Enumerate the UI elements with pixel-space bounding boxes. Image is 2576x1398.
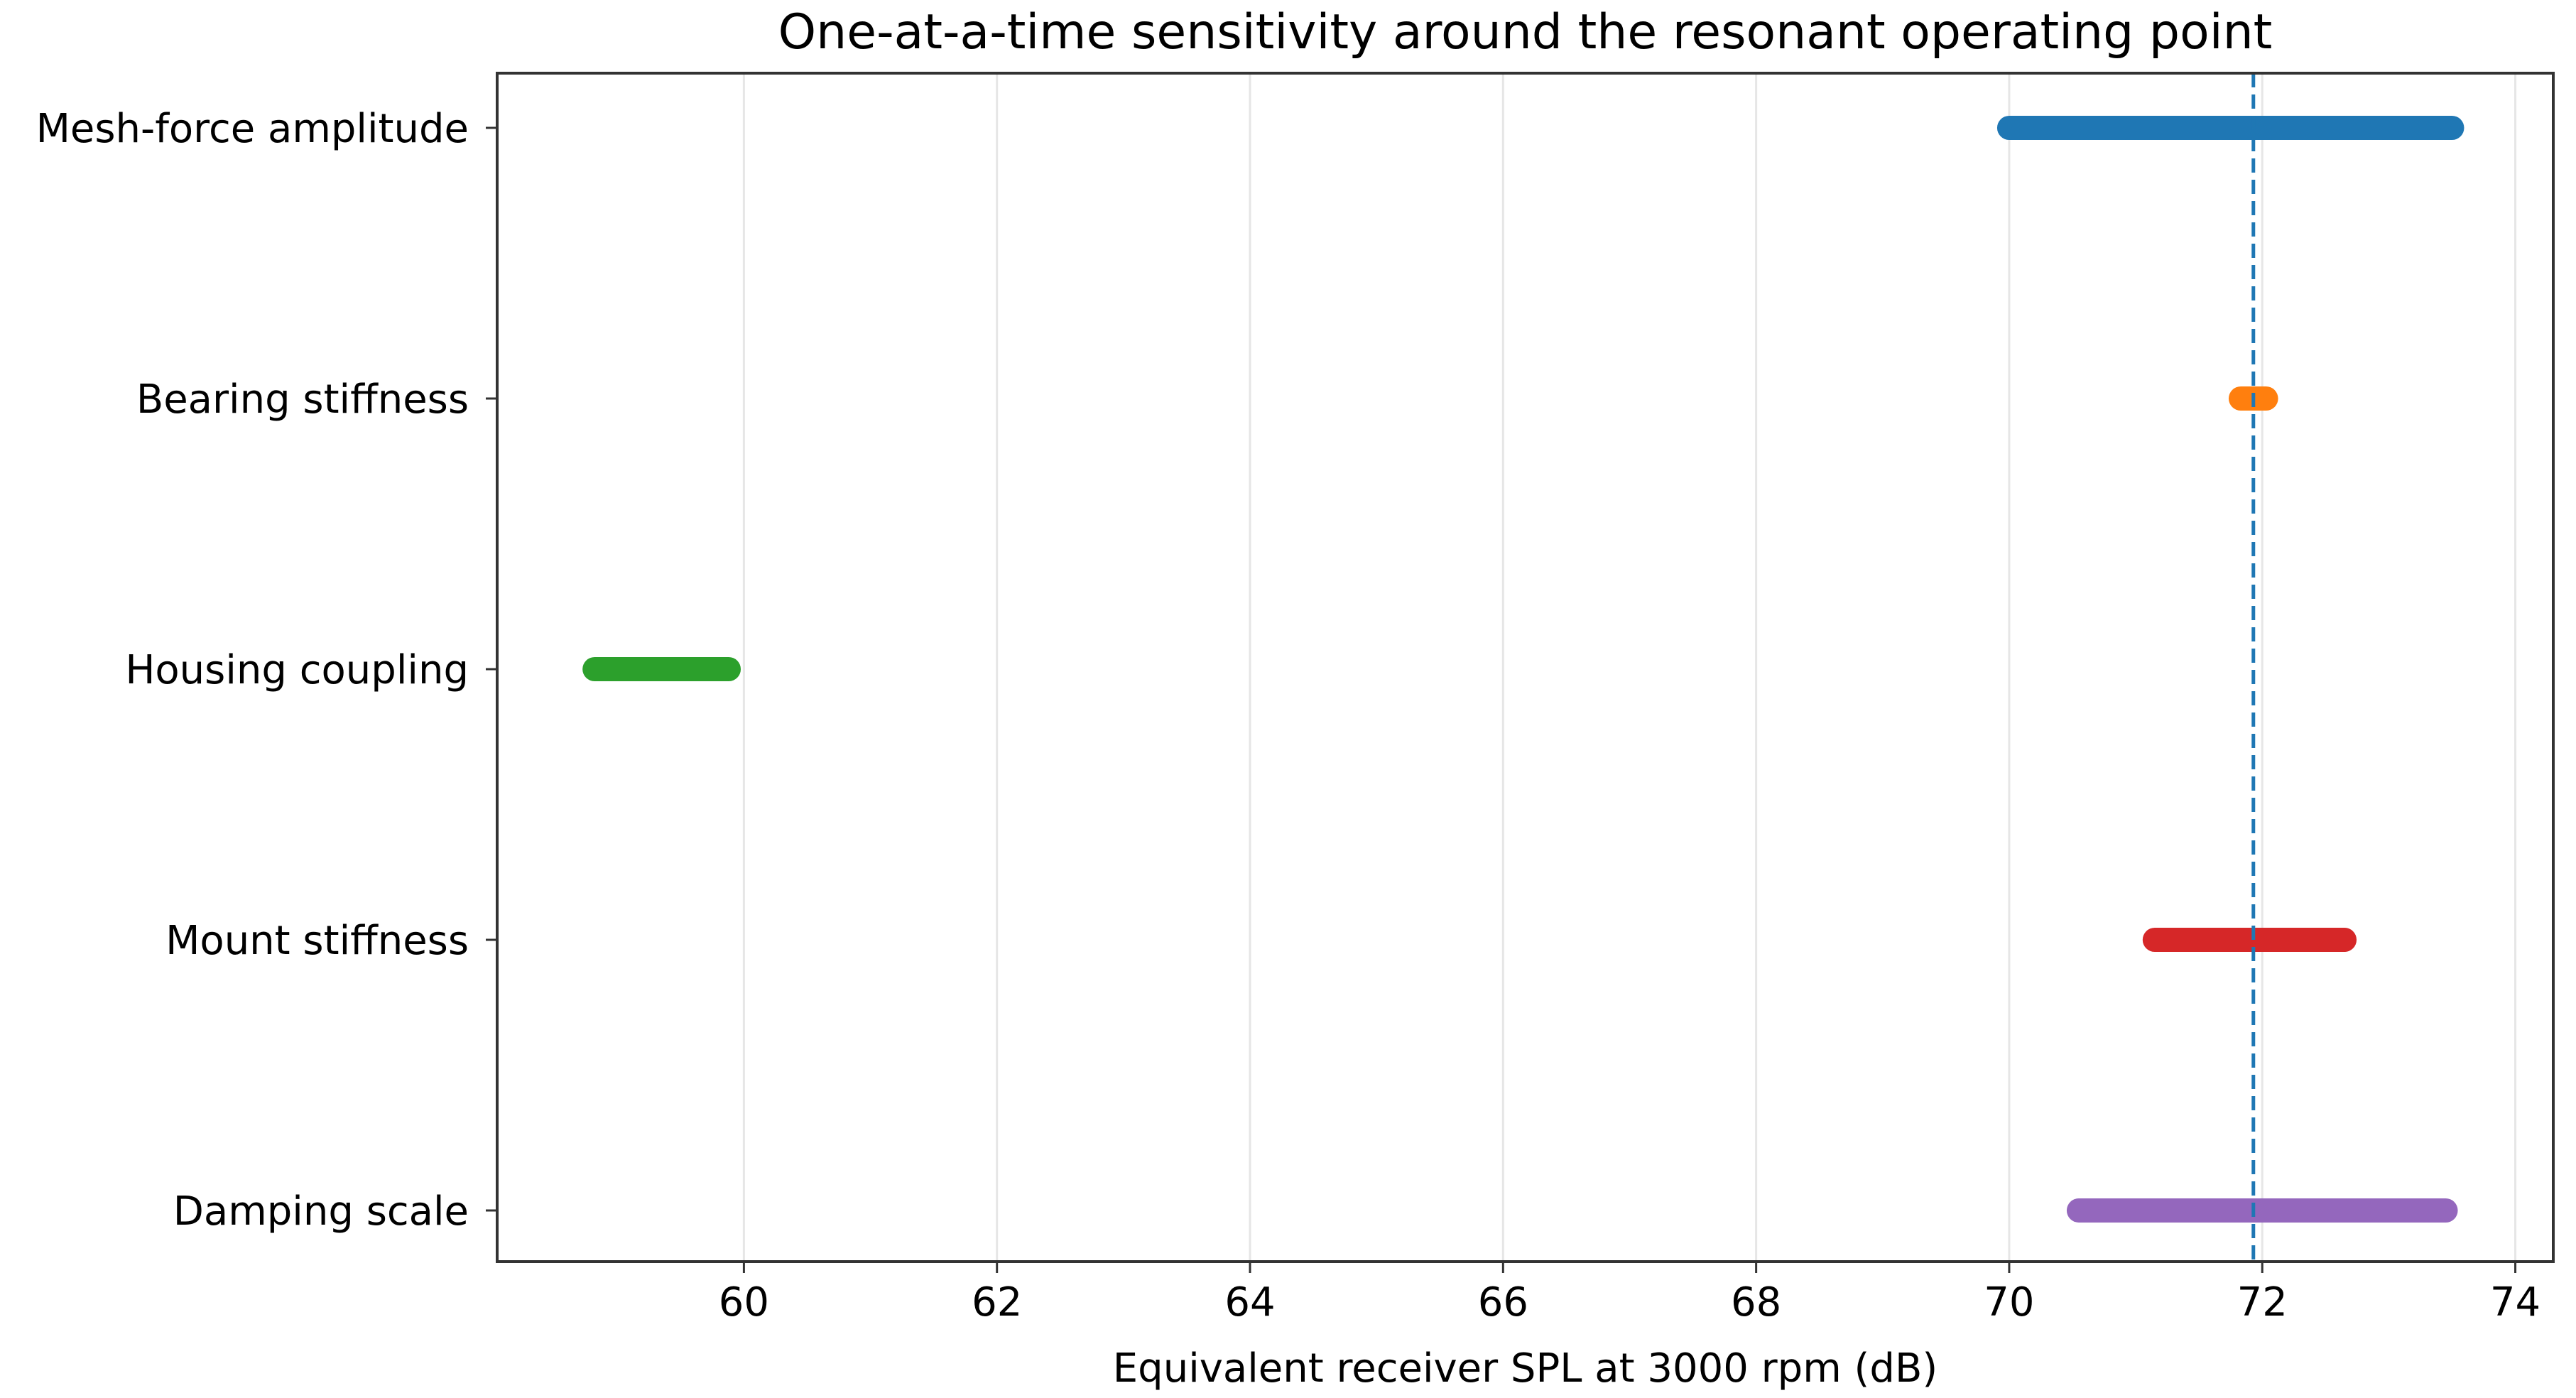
x-tick-label: 62: [972, 1279, 1022, 1326]
category-label: Housing coupling: [125, 647, 469, 693]
category-label: Mount stiffness: [165, 918, 469, 964]
x-axis-ticks: 60 62 64 66 68 70 72 74: [719, 1262, 2540, 1326]
category-label: Damping scale: [173, 1188, 469, 1235]
y-axis-ticks: Mesh-force amplitude Bearing stiffness Hou…: [36, 106, 497, 1235]
grid-layer: [742, 73, 2517, 1262]
chart-title: One-at-a-time sensitivity around the res…: [778, 4, 2273, 60]
x-tick-label: 60: [719, 1279, 769, 1326]
category-label: Mesh-force amplitude: [36, 106, 469, 152]
x-tick-label: 72: [2237, 1279, 2288, 1326]
x-tick-label: 70: [1984, 1279, 2034, 1326]
x-tick-label: 64: [1224, 1279, 1275, 1326]
x-tick-label: 68: [1731, 1279, 1781, 1326]
category-label: Bearing stiffness: [136, 376, 469, 423]
plot-frame: [496, 72, 2555, 1263]
x-tick-label: 74: [2490, 1279, 2540, 1326]
x-axis-label: Equivalent receiver SPL at 3000 rpm (dB): [1113, 1345, 1938, 1392]
x-tick-label: 66: [1478, 1279, 1528, 1326]
